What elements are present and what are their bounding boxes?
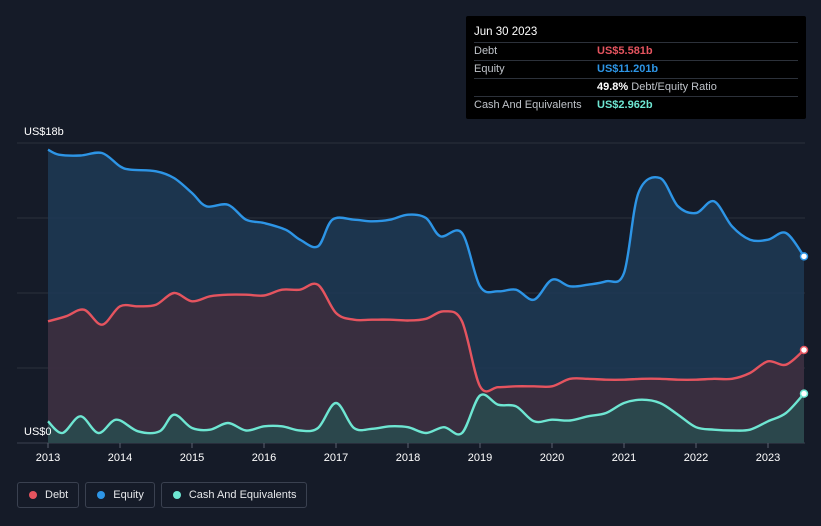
- tooltip-equity-row: Equity US$11.201b: [474, 60, 798, 77]
- data-tooltip: Jun 30 2023 Debt US$5.581b Equity US$11.…: [466, 16, 806, 119]
- tooltip-equity-label: Equity: [474, 63, 505, 75]
- tooltip-debt-row: Debt US$5.581b: [474, 42, 798, 59]
- debt-dot-icon: [29, 491, 37, 499]
- series-end-markers: [799, 252, 809, 398]
- y-axis-top-label: US$18b: [24, 126, 64, 138]
- x-tick-label: 2015: [180, 452, 204, 464]
- cash-line: [47, 392, 805, 436]
- equity-dot-icon: [97, 491, 106, 499]
- x-tick-label: 2014: [108, 452, 132, 464]
- cash-dot-icon: [172, 491, 181, 499]
- series-areas: [48, 149, 804, 443]
- x-tick-label: 2016: [252, 452, 276, 464]
- tooltip-cash-label: Cash And Equivalents: [474, 99, 582, 111]
- y-axis-bottom-label: US$0: [24, 426, 52, 438]
- equity-line: [47, 148, 805, 301]
- legend-item-equity[interactable]: Equity: [85, 482, 155, 508]
- equity-end-point: [799, 252, 809, 261]
- tooltip-equity-value: US$11.201b: [597, 63, 659, 75]
- x-tick-label: 2022: [684, 452, 708, 464]
- x-tick-label: 2013: [36, 452, 60, 464]
- debt-line: [47, 282, 805, 393]
- tooltip-debt-value: US$5.581b: [597, 45, 653, 57]
- tooltip-ratio-label: Debt/Equity Ratio: [631, 81, 717, 93]
- legend-label-cash: Cash And Equivalents: [188, 489, 297, 501]
- tooltip-cash-value: US$2.962b: [597, 99, 653, 111]
- x-tick-label: 2017: [324, 452, 348, 464]
- x-tick-label: 2023: [756, 452, 780, 464]
- debt-end-point: [799, 345, 809, 355]
- x-tick-label: 2020: [540, 452, 564, 464]
- x-tick-label: 2019: [468, 452, 492, 464]
- legend-item-cash[interactable]: Cash And Equivalents: [160, 482, 308, 508]
- chart-legend: Debt Equity Cash And Equivalents: [17, 482, 308, 508]
- legend-label-equity: Equity: [113, 489, 144, 501]
- tooltip-cash-row: Cash And Equivalents US$2.962b: [474, 96, 798, 113]
- tooltip-debt-label: Debt: [474, 45, 498, 57]
- tooltip-ratio-value: 49.8%: [597, 81, 629, 93]
- cash-end-point: [799, 389, 809, 398]
- series-lines: [47, 148, 805, 436]
- x-tick-label: 2018: [396, 452, 420, 464]
- legend-label-debt: Debt: [45, 489, 69, 501]
- cash-area: [48, 393, 804, 443]
- tooltip-date: Jun 30 2023: [474, 26, 538, 38]
- debt-area: [48, 283, 804, 443]
- tooltip-ratio-row: 49.8% Debt/Equity Ratio: [474, 78, 798, 95]
- legend-item-debt[interactable]: Debt: [17, 482, 80, 508]
- x-tick-label: 2021: [612, 452, 636, 464]
- x-axis-ticks: 2013 2014 2015 2016 2017 2018 2019 2020 2021 2022…: [36, 443, 780, 464]
